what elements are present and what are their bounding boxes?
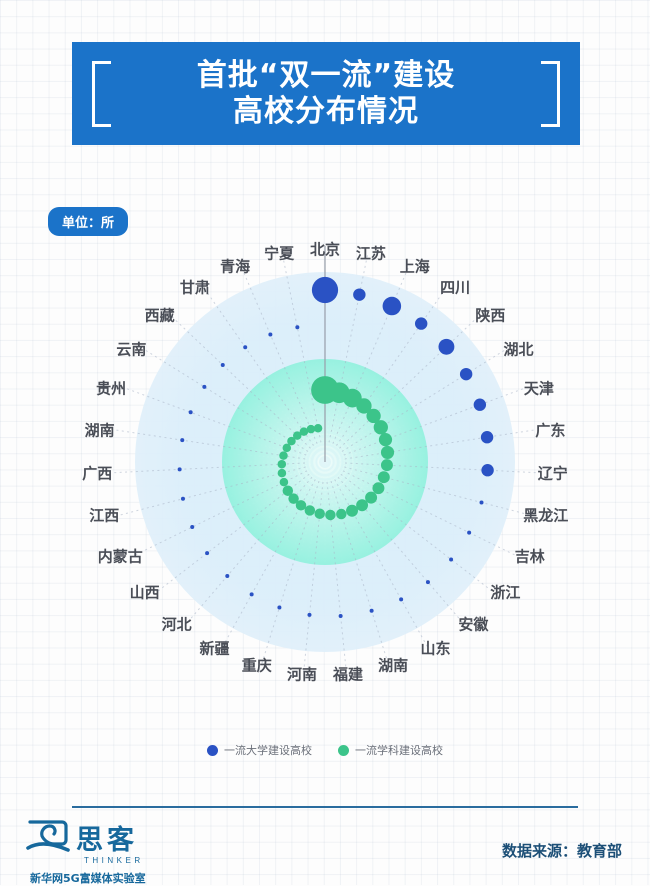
unit-badge: 单位：所 — [48, 207, 129, 236]
province-label-7: 广东 — [535, 421, 566, 440]
logo-sublabel: 新华网5G富媒体实验室 — [30, 872, 146, 885]
logo-wordmark-en: THINKER — [84, 856, 144, 865]
bracket-right-icon — [541, 60, 560, 127]
footer-divider — [72, 806, 578, 808]
province-label-11: 浙江 — [490, 583, 521, 602]
province-label-8: 辽宁 — [537, 464, 568, 483]
title-line-2: 高校分布情况 — [233, 93, 419, 129]
data-source: 数据来源：教育部 — [501, 842, 622, 860]
data-dots — [177, 276, 494, 618]
province-label-5: 湖北 — [503, 340, 534, 359]
province-label-15: 福建 — [333, 665, 364, 684]
province-label-30: 宁夏 — [264, 244, 295, 263]
province-label-21: 内蒙古 — [97, 547, 143, 566]
bracket-left-icon — [92, 60, 111, 127]
province-label-22: 江西 — [89, 506, 120, 525]
province-label-27: 西藏 — [144, 306, 175, 325]
province-label-29: 青海 — [220, 257, 251, 276]
province-label-18: 新疆 — [199, 639, 230, 658]
title-banner: 首批“双一流”建设 高校分布情况 — [72, 42, 580, 145]
province-label-10: 吉林 — [514, 547, 545, 566]
province-label-13: 山东 — [420, 639, 451, 658]
legend-item-xueke: 一流学科建设高校 — [338, 742, 443, 758]
legend-label-daxue: 一流大学建设高校 — [224, 744, 312, 757]
legend-item-daxue: 一流大学建设高校 — [207, 742, 312, 758]
province-label-17: 重庆 — [241, 656, 272, 675]
province-label-16: 河南 — [286, 665, 317, 684]
province-label-20: 山西 — [129, 583, 160, 602]
radial-spiral-chart: 北京 江苏 上海 四川 陕西 湖北 天津 广东 辽宁 黑龙江 吉林 浙江 安徽 山东 湖南 福建 河南 重庆 新疆河… — [0, 160, 650, 740]
province-label-1: 江苏 — [355, 244, 386, 263]
page-title: 首批“双一流”建设 高校分布情况 — [197, 58, 455, 129]
province-label-4: 陕西 — [475, 306, 506, 325]
legend-label-xueke: 一流学科建设高校 — [355, 744, 443, 757]
province-label-6: 天津 — [523, 379, 554, 398]
province-label-25: 贵州 — [96, 379, 127, 398]
province-label-12: 安徽 — [458, 615, 489, 634]
title-line-1: 首批“双一流”建设 — [196, 58, 456, 94]
legend-swatch-blue — [207, 744, 218, 756]
province-label-0: 北京 — [309, 240, 341, 259]
province-label-9: 黑龙江 — [523, 506, 569, 525]
logo-wordmark-cn: 思客 — [76, 825, 138, 856]
chart-legend: 一流大学建设高校 一流学科建设高校 — [0, 742, 650, 758]
province-label-28: 甘肃 — [179, 278, 210, 297]
brand-logo: 思客 THINKER 新华网5G富媒体实验室 — [26, 818, 326, 886]
thinker-swirl-icon — [26, 820, 70, 852]
footer: 思客 THINKER 新华网5G富媒体实验室 数据来源：教育部 — [0, 812, 650, 885]
province-label-19: 河北 — [161, 615, 192, 634]
province-label-14: 湖南 — [378, 656, 409, 675]
province-label-23: 广西 — [82, 464, 113, 483]
province-label-24: 湖南 — [84, 421, 115, 440]
province-label-3: 四川 — [440, 278, 471, 297]
province-label-2: 上海 — [399, 257, 430, 276]
province-label-26: 云南 — [116, 340, 147, 359]
legend-swatch-green — [338, 744, 349, 756]
